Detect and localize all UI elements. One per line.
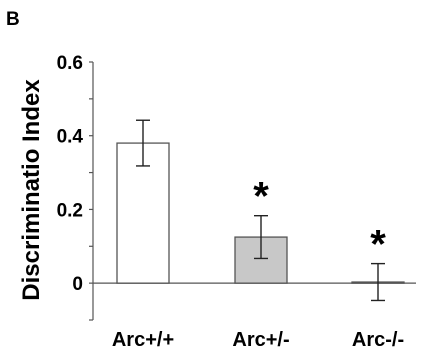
- y-tick-label: 0.6: [57, 53, 83, 74]
- bars: [116, 119, 405, 302]
- y-tick-label: 0.4: [57, 127, 84, 148]
- x-category-label: Arc+/+: [112, 329, 174, 351]
- x-category-label: Arc-/-: [352, 329, 404, 351]
- x-category-label: Arc+/-: [232, 329, 289, 351]
- y-axis-title: Discriminatio Index: [18, 79, 45, 301]
- panel-label: B: [6, 9, 20, 30]
- y-tick-label: 0: [72, 274, 83, 295]
- labels: 0 0.2 0.4 0.6 Arc+/+ * Arc+/- * Arc-/-: [57, 53, 405, 351]
- y-tick-label: 0.2: [57, 200, 83, 221]
- bar: [234, 236, 288, 284]
- significance-marker: *: [253, 175, 269, 219]
- significance-marker: *: [370, 223, 386, 267]
